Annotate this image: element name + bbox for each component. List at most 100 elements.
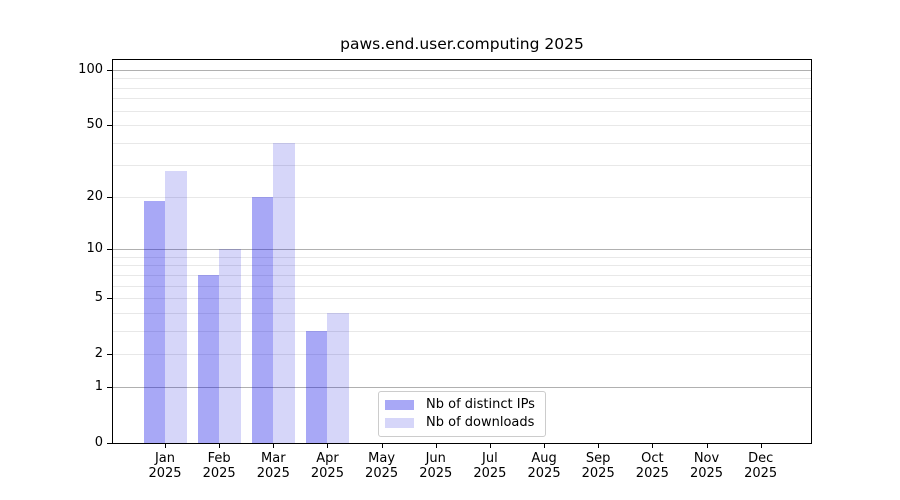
x-tick-label-aug: Aug 2025 xyxy=(516,451,572,481)
x-label-month-apr: Apr xyxy=(316,451,339,466)
x-tick-mar xyxy=(273,443,275,448)
legend-item-downloads: Nb of downloads xyxy=(385,415,539,431)
x-tick-dec xyxy=(760,443,762,448)
gridline-minor-50 xyxy=(113,125,811,127)
x-label-year-jun: 2025 xyxy=(419,466,453,481)
x-tick-label-oct: Oct 2025 xyxy=(624,451,680,481)
bar-nb-of-downloads-mar xyxy=(273,142,295,443)
y-tick-100 xyxy=(107,70,112,71)
gridline-minor-80 xyxy=(113,87,811,89)
x-tick-oct xyxy=(652,443,654,448)
x-tick-jul xyxy=(489,443,491,448)
gridline-minor-8 xyxy=(113,265,811,267)
x-label-month-jul: Jul xyxy=(482,451,498,466)
y-tick-50 xyxy=(107,125,112,127)
y-tick-0 xyxy=(107,443,112,444)
y-tick-label-2: 2 xyxy=(94,346,103,362)
x-tick-jun xyxy=(435,443,437,448)
x-label-month-may: May xyxy=(368,451,396,466)
x-label-month-feb: Feb xyxy=(207,451,231,466)
y-tick-label-10: 10 xyxy=(86,241,103,257)
x-tick-label-jul: Jul 2025 xyxy=(462,451,518,481)
bar-nb-of-distinct-ips-apr xyxy=(305,330,328,443)
x-tick-apr xyxy=(327,443,329,448)
gridline-minor-3 xyxy=(113,330,811,332)
x-tick-jan xyxy=(165,443,166,448)
legend-swatch-distinct-ips xyxy=(385,400,414,410)
gridline-minor-20 xyxy=(113,196,811,198)
gridline-minor-30 xyxy=(113,165,811,167)
bar-nb-of-downloads-feb xyxy=(219,249,241,443)
x-tick-label-feb: Feb 2025 xyxy=(191,451,247,481)
y-tick-5 xyxy=(107,298,112,300)
x-label-year-feb: 2025 xyxy=(202,466,236,481)
x-tick-label-apr: Apr 2025 xyxy=(299,451,355,481)
x-tick-aug xyxy=(544,443,546,448)
gridline-minor-40 xyxy=(113,142,811,144)
gridline-major-10 xyxy=(113,249,811,251)
legend-label-downloads: Nb of downloads xyxy=(426,415,535,430)
legend-item-distinct-ips: Nb of distinct IPs xyxy=(385,397,539,413)
gridline-minor-7 xyxy=(113,274,811,276)
x-label-month-sep: Sep xyxy=(585,451,611,466)
chart-title: paws.end.user.computing 2025 xyxy=(340,35,584,53)
x-label-year-may: 2025 xyxy=(365,466,399,481)
legend: Nb of distinct IPs Nb of downloads xyxy=(378,391,546,437)
x-tick-label-jun: Jun 2025 xyxy=(408,451,464,481)
bar-nb-of-distinct-ips-jan xyxy=(143,200,165,443)
gridline-minor-4 xyxy=(113,312,811,314)
x-label-month-nov: Nov xyxy=(693,451,720,466)
x-label-year-jul: 2025 xyxy=(473,466,507,481)
x-tick-label-mar: Mar 2025 xyxy=(245,451,301,481)
legend-swatch-downloads xyxy=(385,418,414,428)
x-tick-feb xyxy=(219,443,221,448)
y-tick-2 xyxy=(107,354,112,356)
x-label-year-apr: 2025 xyxy=(310,466,344,481)
x-label-year-jan: 2025 xyxy=(148,466,182,481)
x-label-month-aug: Aug xyxy=(531,451,557,466)
legend-label-distinct-ips: Nb of distinct IPs xyxy=(426,397,535,412)
x-label-year-nov: 2025 xyxy=(689,466,724,481)
x-label-month-jun: Jun xyxy=(425,451,446,466)
x-tick-nov xyxy=(706,443,708,448)
y-tick-1 xyxy=(107,386,112,388)
x-label-year-dec: 2025 xyxy=(744,466,778,481)
x-label-year-sep: 2025 xyxy=(581,466,615,481)
y-tick-label-5: 5 xyxy=(94,290,103,306)
y-tick-label-20: 20 xyxy=(86,188,103,204)
x-tick-label-jan: Jan 2025 xyxy=(137,451,193,481)
y-tick-label-50: 50 xyxy=(86,117,103,133)
gridline-major-1 xyxy=(113,386,811,388)
x-label-month-jan: Jan xyxy=(154,451,176,466)
gridline-minor-2 xyxy=(113,354,811,356)
bar-nb-of-downloads-apr xyxy=(327,312,349,443)
x-label-month-dec: Dec xyxy=(748,451,774,466)
x-label-year-aug: 2025 xyxy=(527,466,561,481)
y-tick-label-100: 100 xyxy=(78,62,103,77)
y-tick-label-1: 1 xyxy=(94,378,103,394)
x-label-year-oct: 2025 xyxy=(635,466,669,481)
x-label-year-mar: 2025 xyxy=(256,466,290,481)
x-tick-sep xyxy=(598,443,600,448)
gridline-minor-6 xyxy=(113,285,811,287)
x-tick-may xyxy=(381,443,383,448)
bar-nb-of-distinct-ips-mar xyxy=(251,196,274,443)
x-label-month-oct: Oct xyxy=(641,451,664,466)
gridline-minor-5 xyxy=(113,298,811,300)
y-tick-label-0: 0 xyxy=(94,435,103,450)
bar-nb-of-distinct-ips-feb xyxy=(197,274,220,443)
y-tick-20 xyxy=(107,196,112,198)
gridline-minor-70 xyxy=(113,98,811,100)
y-tick-10 xyxy=(107,249,112,251)
plot-area: Nb of distinct IPs Nb of downloads xyxy=(112,59,812,444)
gridline-minor-90 xyxy=(113,78,811,80)
bar-nb-of-downloads-jan xyxy=(165,170,187,443)
x-tick-label-dec: Dec 2025 xyxy=(733,451,789,481)
gridline-minor-9 xyxy=(113,256,811,258)
x-tick-label-may: May 2025 xyxy=(354,451,410,481)
x-label-month-mar: Mar xyxy=(261,451,286,466)
gridline-minor-60 xyxy=(113,110,811,112)
x-tick-label-nov: Nov 2025 xyxy=(679,451,735,481)
gridline-major-100 xyxy=(113,70,811,71)
